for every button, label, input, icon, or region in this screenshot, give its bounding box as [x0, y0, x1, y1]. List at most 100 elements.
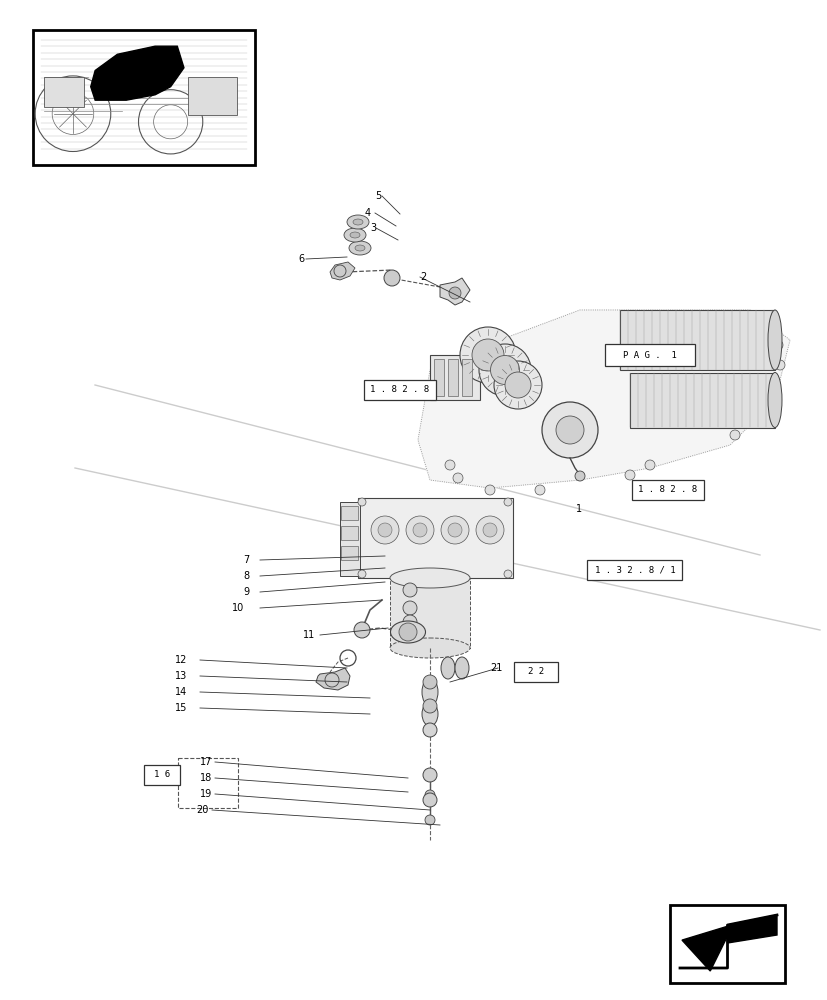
Bar: [189, 77, 237, 115]
Bar: [341, 546, 357, 560]
Bar: [44, 77, 84, 107]
Circle shape: [405, 516, 433, 544]
Circle shape: [644, 460, 654, 470]
Text: 2: 2: [419, 272, 426, 282]
Text: 8: 8: [242, 571, 249, 581]
Circle shape: [482, 523, 496, 537]
Ellipse shape: [348, 241, 370, 255]
Circle shape: [439, 385, 449, 395]
Circle shape: [424, 815, 434, 825]
Circle shape: [574, 471, 585, 481]
Circle shape: [423, 768, 437, 782]
Bar: [340, 502, 360, 576]
Text: 1: 1: [576, 504, 581, 514]
Ellipse shape: [347, 215, 369, 229]
Circle shape: [423, 793, 437, 807]
Bar: [429, 355, 480, 400]
Text: 5: 5: [375, 191, 380, 201]
Circle shape: [479, 344, 530, 396]
Polygon shape: [330, 262, 355, 280]
Bar: [447, 359, 457, 396]
Text: 1 . 3 2 . 8 / 1: 1 . 3 2 . 8 / 1: [594, 566, 675, 574]
Circle shape: [504, 372, 530, 398]
Text: 11: 11: [303, 630, 315, 640]
Text: 17: 17: [200, 757, 212, 767]
Ellipse shape: [355, 245, 365, 251]
Circle shape: [494, 361, 542, 409]
Circle shape: [471, 339, 504, 371]
Bar: [390, 578, 470, 648]
Polygon shape: [316, 668, 350, 690]
Text: 20: 20: [196, 805, 208, 815]
Circle shape: [534, 485, 544, 495]
Polygon shape: [681, 924, 733, 971]
Bar: [433, 359, 443, 396]
Circle shape: [357, 570, 366, 578]
Text: P A G .  1: P A G . 1: [623, 351, 676, 360]
Polygon shape: [439, 278, 470, 305]
Bar: [341, 506, 357, 520]
Circle shape: [434, 370, 444, 380]
Circle shape: [354, 622, 370, 638]
Text: 2 2: 2 2: [528, 668, 543, 676]
Ellipse shape: [422, 678, 437, 706]
Text: 4: 4: [365, 208, 370, 218]
Bar: [144, 765, 179, 785]
Text: 1 . 8 2 . 8: 1 . 8 2 . 8: [370, 385, 429, 394]
Circle shape: [403, 583, 417, 597]
Circle shape: [448, 287, 461, 299]
Polygon shape: [418, 310, 789, 488]
Circle shape: [729, 430, 739, 440]
Circle shape: [447, 523, 461, 537]
Ellipse shape: [390, 638, 470, 658]
Circle shape: [624, 470, 634, 480]
Text: 1 6: 1 6: [154, 770, 170, 779]
Circle shape: [485, 485, 495, 495]
Text: 13: 13: [174, 671, 187, 681]
Ellipse shape: [441, 657, 455, 679]
Circle shape: [403, 601, 417, 615]
Circle shape: [403, 615, 417, 629]
Text: 10: 10: [232, 603, 244, 613]
Text: 3: 3: [370, 223, 375, 233]
Circle shape: [772, 340, 782, 350]
Bar: [514, 662, 557, 682]
Ellipse shape: [352, 219, 362, 225]
Text: 6: 6: [298, 254, 304, 264]
Circle shape: [542, 402, 597, 458]
Bar: [364, 380, 436, 400]
Bar: [461, 359, 471, 396]
Circle shape: [504, 570, 511, 578]
Circle shape: [399, 623, 417, 641]
Bar: [357, 498, 513, 578]
Ellipse shape: [455, 657, 468, 679]
Bar: [669, 905, 784, 983]
Circle shape: [739, 410, 749, 420]
Text: 15: 15: [174, 703, 187, 713]
Ellipse shape: [390, 621, 425, 643]
Circle shape: [423, 699, 437, 713]
Ellipse shape: [767, 372, 781, 428]
Text: 1 . 8 2 . 8: 1 . 8 2 . 8: [638, 486, 696, 494]
Circle shape: [452, 473, 462, 483]
Polygon shape: [91, 46, 184, 100]
Bar: [619, 310, 774, 370]
Circle shape: [413, 523, 427, 537]
Text: 14: 14: [174, 687, 187, 697]
Ellipse shape: [767, 310, 781, 370]
Circle shape: [357, 498, 366, 506]
Circle shape: [384, 270, 399, 286]
Polygon shape: [727, 915, 776, 943]
Bar: [341, 526, 357, 540]
Bar: [631, 480, 703, 500]
Circle shape: [423, 675, 437, 689]
Ellipse shape: [422, 702, 437, 726]
Text: 12: 12: [174, 655, 187, 665]
Text: 19: 19: [200, 789, 212, 799]
Text: 21: 21: [490, 663, 502, 673]
Ellipse shape: [343, 228, 366, 242]
Ellipse shape: [350, 232, 360, 238]
Circle shape: [490, 356, 519, 384]
Circle shape: [460, 327, 515, 383]
Circle shape: [774, 360, 784, 370]
